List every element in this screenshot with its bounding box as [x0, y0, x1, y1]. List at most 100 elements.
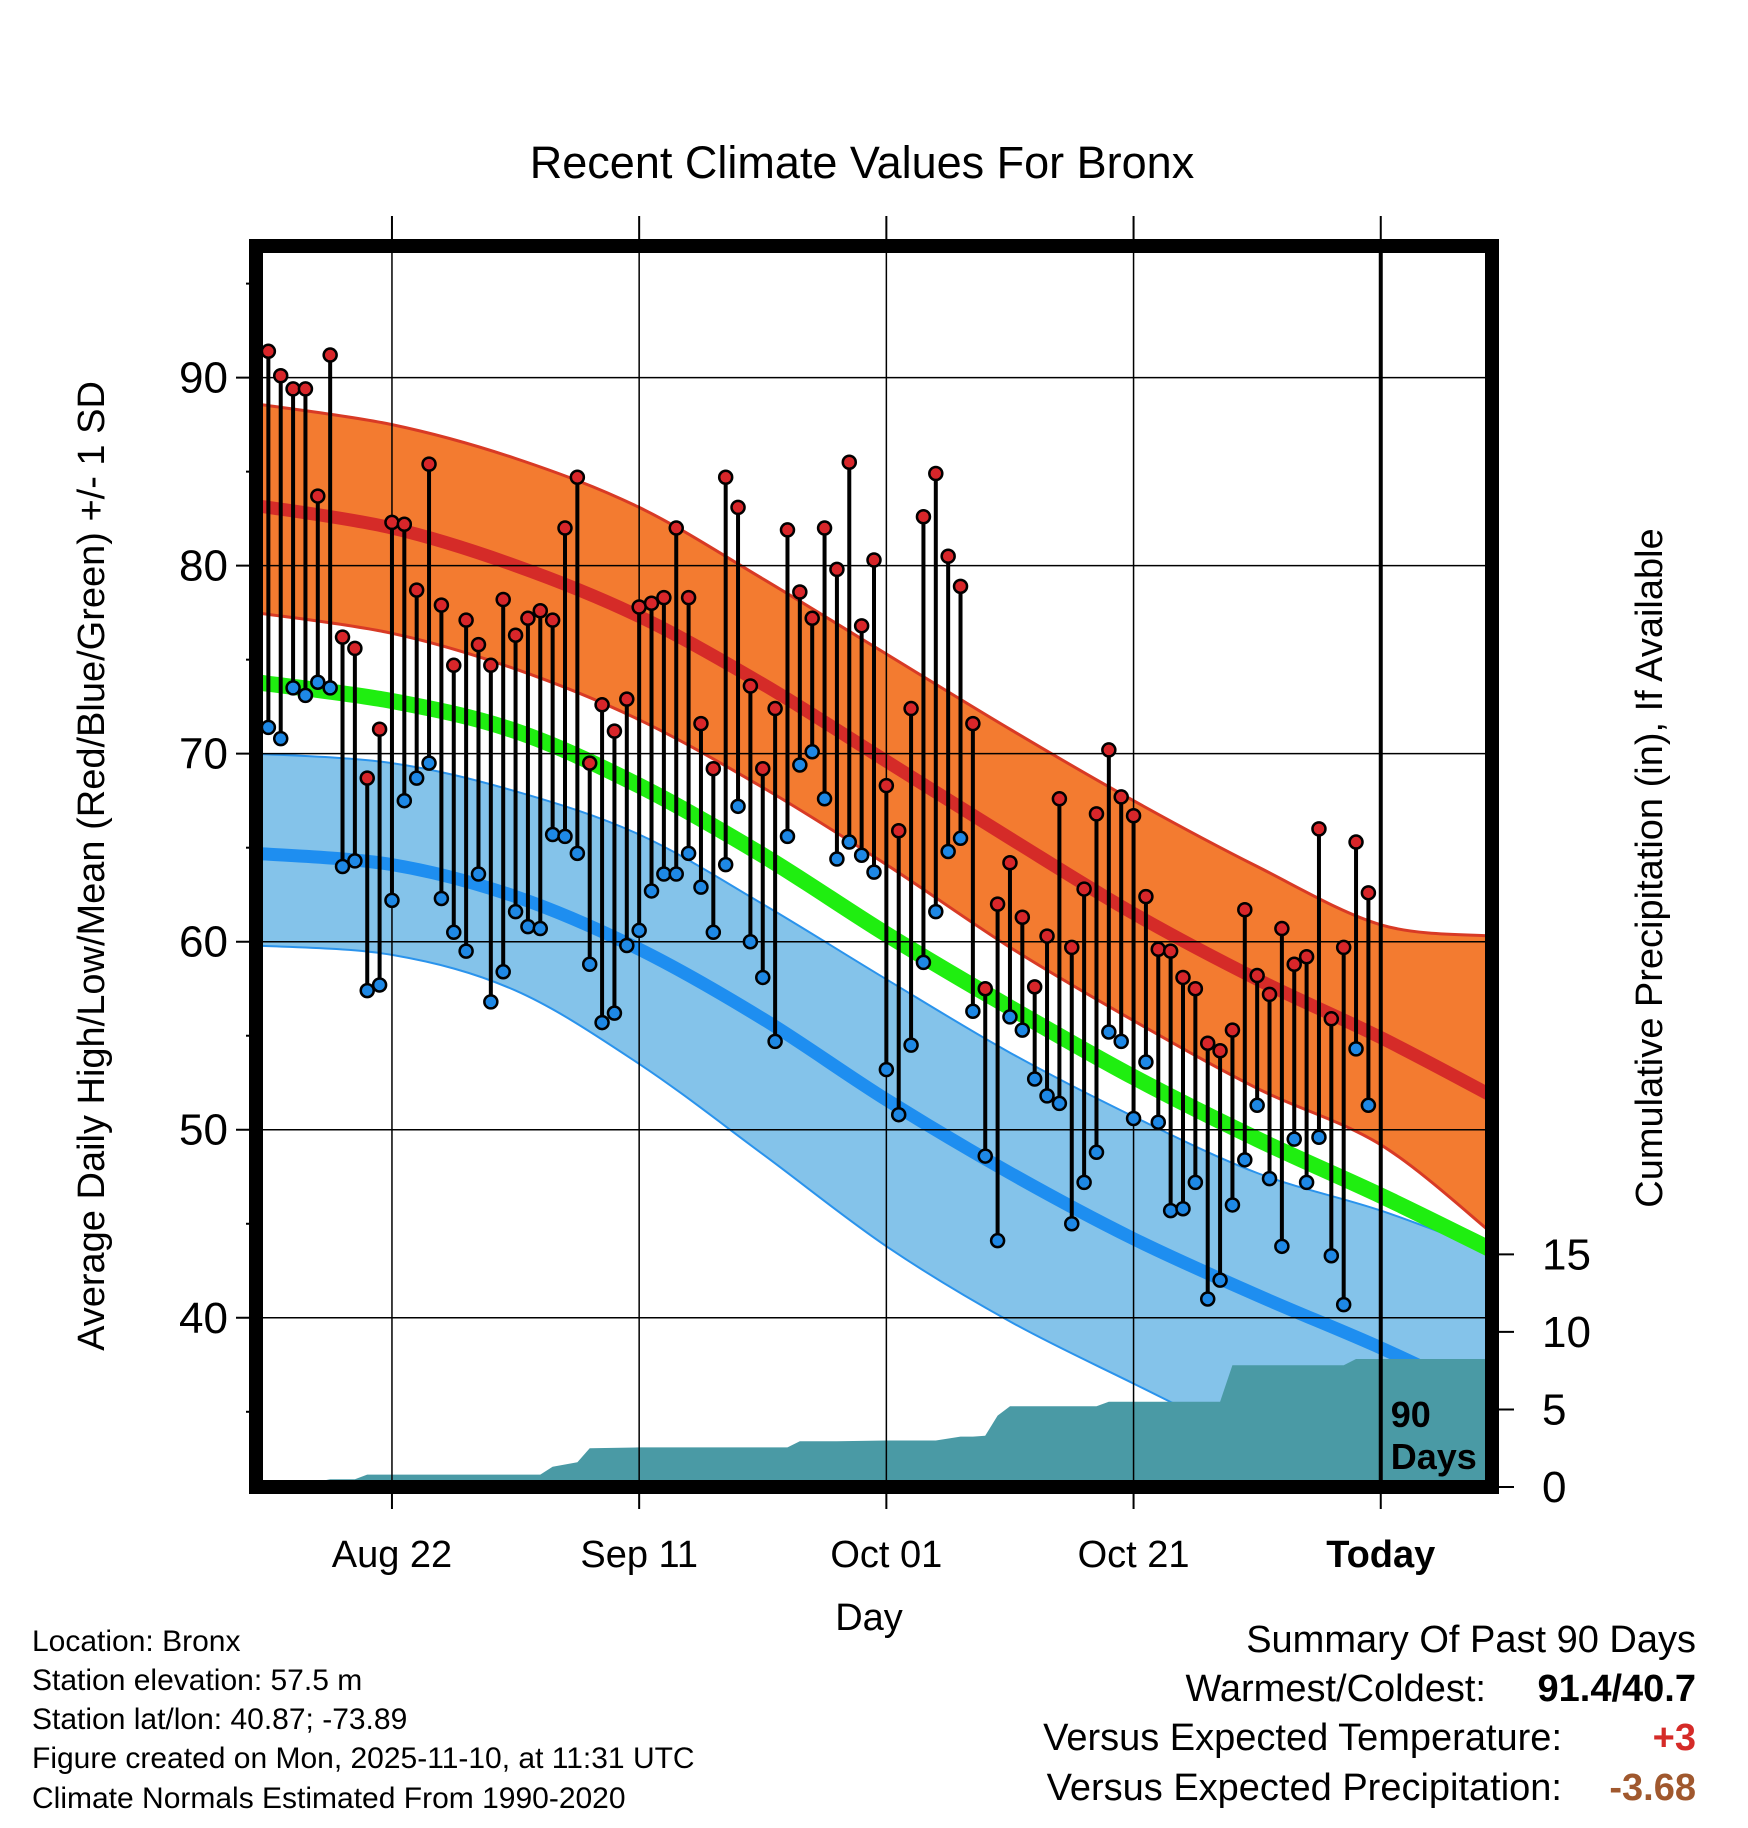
daily-low-point	[507, 903, 524, 920]
daily-high-point	[1323, 1011, 1340, 1027]
daily-high-point	[1125, 807, 1142, 824]
daily-bar	[1187, 980, 1204, 1191]
daily-low-point	[680, 845, 697, 862]
daily-high-point	[1088, 806, 1105, 822]
daily-high-point	[1014, 909, 1031, 926]
daily-bar	[779, 522, 796, 845]
daily-low-point	[915, 954, 932, 971]
daily-high-point	[792, 584, 808, 600]
normals-text: Climate Normals Estimated From 1990-2020	[32, 1782, 626, 1815]
daily-bar	[804, 610, 820, 760]
x-tick-label: Sep 11	[580, 1534, 698, 1576]
daily-low-point	[1311, 1129, 1327, 1146]
daily-high-point	[1335, 939, 1352, 956]
daily-high-point	[334, 629, 351, 645]
y2-tick-label: 5	[1542, 1385, 1566, 1434]
daily-low-point	[878, 1061, 895, 1078]
daily-high-point	[717, 469, 734, 486]
daily-high-point	[804, 610, 820, 627]
daily-low-point	[1261, 1170, 1278, 1187]
daily-high-point	[408, 582, 425, 598]
daily-bar	[792, 584, 808, 773]
daily-high-point	[693, 715, 709, 732]
daily-bar	[569, 469, 586, 862]
daily-high-point	[581, 755, 598, 771]
daily-high-point	[928, 465, 944, 482]
daily-high-point	[730, 499, 746, 516]
y2-tick-label: 10	[1542, 1308, 1591, 1357]
daily-high-point	[878, 777, 895, 794]
daily-high-point	[606, 723, 623, 739]
daily-high-point	[1026, 979, 1043, 995]
daily-low-point	[767, 1033, 783, 1050]
daily-bar	[903, 700, 919, 1053]
daily-low-point	[606, 1005, 623, 1021]
daily-low-point	[965, 1003, 981, 1020]
x-tick-label: Aug 22	[332, 1534, 452, 1576]
daily-low-point	[1051, 1095, 1068, 1112]
daily-high-point	[1101, 742, 1117, 758]
latlon-text: Station lat/lon: 40.87; -73.89	[32, 1703, 407, 1736]
daily-high-point	[594, 697, 610, 713]
daily-low-point	[1249, 1097, 1265, 1114]
daily-high-point	[1274, 920, 1290, 937]
daily-bar	[272, 367, 289, 747]
daily-bar	[631, 599, 647, 939]
plot-area	[256, 246, 1492, 1487]
daily-low-point	[1348, 1041, 1364, 1057]
daily-low-point	[396, 792, 413, 809]
daily-high-point	[656, 589, 672, 606]
daily-low-point	[631, 922, 647, 939]
daily-low-point	[742, 933, 759, 950]
chart-title: Recent Climate Values For Bronx	[530, 137, 1195, 188]
daily-bar	[1026, 979, 1043, 1087]
daily-bar	[965, 715, 981, 1020]
daily-bar	[1101, 742, 1117, 1040]
daily-bar	[532, 603, 549, 937]
daily-high-point	[520, 610, 536, 627]
daily-high-point	[1187, 980, 1204, 997]
daily-high-point	[1249, 967, 1265, 984]
daily-low-point	[989, 1232, 1006, 1249]
daily-bar	[347, 640, 363, 869]
summary-title: Summary Of Past 90 Days	[1246, 1619, 1696, 1661]
daily-bar	[878, 777, 895, 1078]
daily-low-point	[928, 903, 944, 920]
daily-bar	[594, 697, 610, 1031]
daily-high-point	[1175, 969, 1191, 986]
daily-high-point	[458, 612, 474, 628]
daily-high-point	[421, 456, 437, 472]
daily-low-point	[581, 956, 598, 973]
daily-bar	[1039, 928, 1055, 1104]
daily-bar	[384, 514, 400, 909]
daily-high-point	[433, 597, 450, 613]
x-tick-label: Today	[1326, 1534, 1435, 1576]
daily-bar	[952, 578, 969, 847]
daily-bar	[1311, 821, 1327, 1146]
daily-bar	[408, 582, 425, 786]
daily-low-point	[285, 680, 301, 696]
daily-high-point	[977, 980, 993, 997]
daily-low-point	[977, 1148, 993, 1164]
daily-high-point	[297, 381, 314, 397]
daily-bar	[1224, 1022, 1241, 1213]
daily-high-point	[544, 612, 561, 628]
daily-bar	[470, 636, 487, 882]
daily-bar	[1348, 834, 1364, 1057]
daily-low-point	[594, 1014, 610, 1031]
daily-bar	[285, 381, 301, 696]
y-tick-label: 40	[179, 1294, 228, 1343]
daily-bar	[1113, 789, 1129, 1050]
daily-bar	[940, 548, 956, 860]
daily-high-point	[285, 381, 301, 397]
daily-bar	[483, 657, 499, 1010]
daily-low-point	[1237, 1152, 1253, 1168]
daily-bar	[742, 678, 759, 950]
daily-high-point	[1286, 956, 1302, 973]
daily-low-point	[1199, 1291, 1216, 1307]
daily-bar	[1199, 1035, 1216, 1307]
daily-low-point	[557, 828, 573, 845]
daily-high-point	[322, 347, 338, 363]
daily-low-point	[1298, 1174, 1315, 1191]
daily-bar	[1274, 920, 1290, 1255]
